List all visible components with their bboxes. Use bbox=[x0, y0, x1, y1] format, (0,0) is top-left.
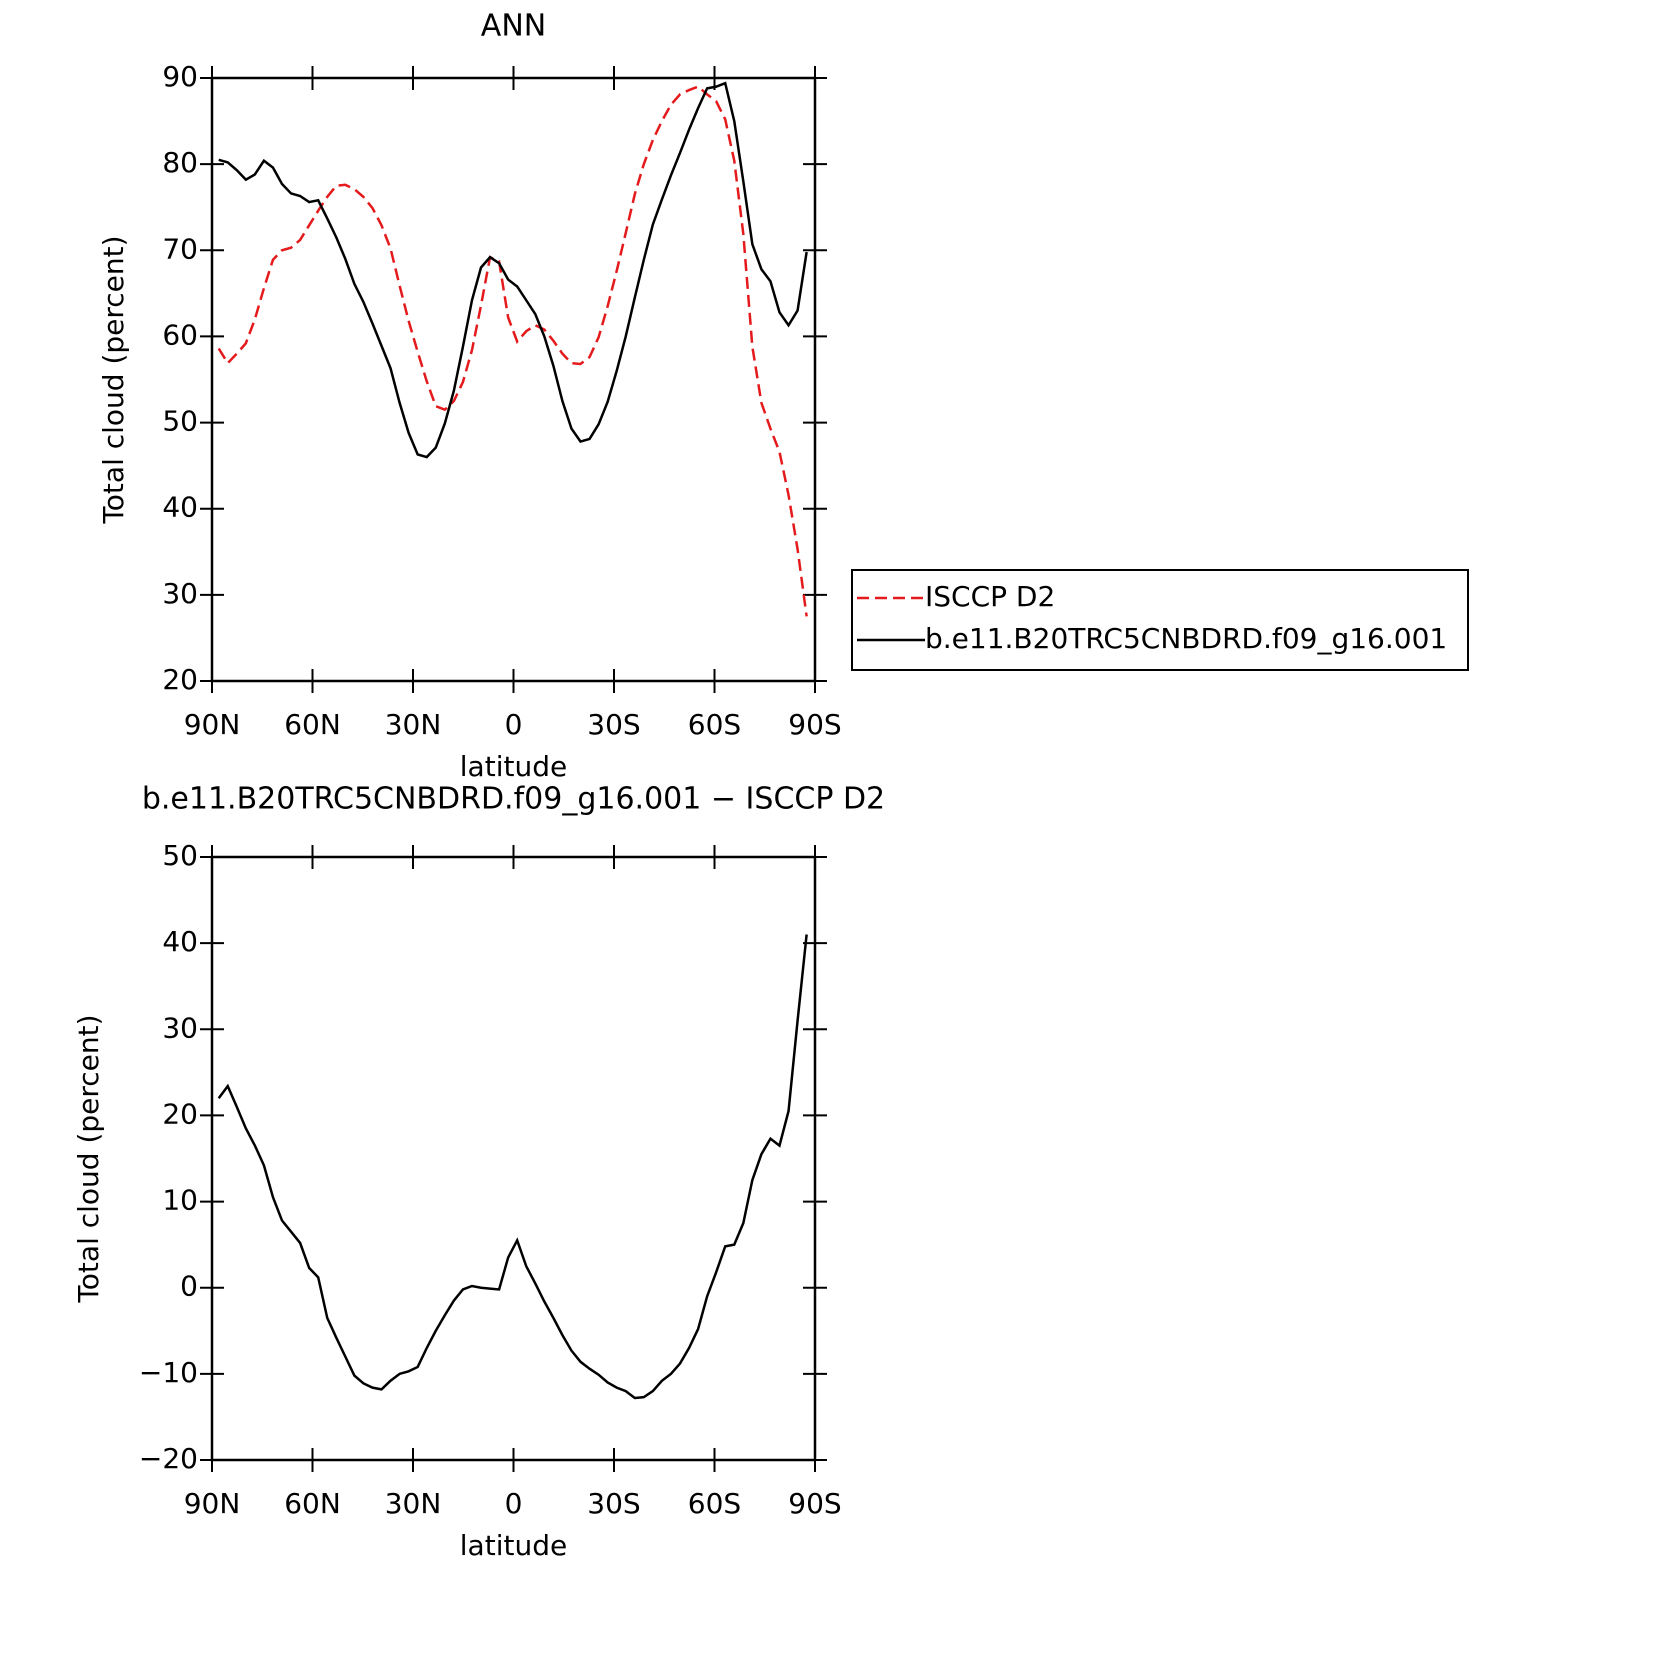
y-tick-label: 70 bbox=[162, 232, 198, 265]
legend-label: b.e11.B20TRC5CNBDRD.f09_g16.001 bbox=[925, 622, 1447, 655]
y-axis-label: Total cloud (percent) bbox=[72, 1014, 105, 1303]
x-tick-label: 30S bbox=[587, 708, 640, 741]
legend-box bbox=[851, 569, 1469, 671]
y-tick-label: 50 bbox=[162, 839, 198, 872]
chart-title: ANN bbox=[481, 9, 546, 44]
x-tick-label: 60N bbox=[284, 1487, 341, 1520]
y-tick-label: 30 bbox=[162, 1011, 198, 1044]
x-tick-label: 30N bbox=[385, 1487, 442, 1520]
y-tick-label: 60 bbox=[162, 318, 198, 351]
x-tick-label: 60S bbox=[688, 1487, 741, 1520]
y-tick-label: 20 bbox=[162, 1097, 198, 1130]
plot-frame bbox=[210, 855, 817, 1462]
x-tick-label: 90N bbox=[184, 708, 241, 741]
plot-frame bbox=[210, 76, 817, 683]
y-tick-label: 40 bbox=[162, 491, 198, 524]
y-tick-label: 10 bbox=[162, 1184, 198, 1217]
y-axis-label: Total cloud (percent) bbox=[97, 235, 130, 524]
x-tick-label: 90S bbox=[788, 708, 841, 741]
x-axis-label: latitude bbox=[460, 750, 567, 783]
x-tick-label: 60N bbox=[284, 708, 341, 741]
data-line bbox=[217, 934, 808, 1400]
chart-title: b.e11.B20TRC5CNBDRD.f09_g16.001 − ISCCP … bbox=[142, 782, 885, 817]
legend-label: ISCCP D2 bbox=[925, 580, 1055, 613]
x-tick-label: 30S bbox=[587, 1487, 640, 1520]
y-tick-label: 40 bbox=[162, 925, 198, 958]
data-line bbox=[217, 85, 808, 617]
x-tick-label: 30N bbox=[385, 708, 442, 741]
x-tick-label: 0 bbox=[505, 1487, 523, 1520]
x-axis-label: latitude bbox=[460, 1529, 567, 1562]
y-tick-label: 50 bbox=[162, 405, 198, 438]
y-tick-label: −20 bbox=[139, 1442, 198, 1475]
data-line bbox=[218, 81, 808, 459]
y-tick-label: 90 bbox=[162, 60, 198, 93]
y-tick-label: 20 bbox=[162, 663, 198, 696]
y-tick-label: 0 bbox=[180, 1270, 198, 1303]
x-tick-label: 90S bbox=[788, 1487, 841, 1520]
x-tick-label: 90N bbox=[184, 1487, 241, 1520]
y-tick-label: −10 bbox=[139, 1356, 198, 1389]
x-tick-label: 0 bbox=[505, 708, 523, 741]
y-tick-label: 30 bbox=[162, 577, 198, 610]
x-tick-label: 60S bbox=[688, 708, 741, 741]
y-tick-label: 80 bbox=[162, 146, 198, 179]
